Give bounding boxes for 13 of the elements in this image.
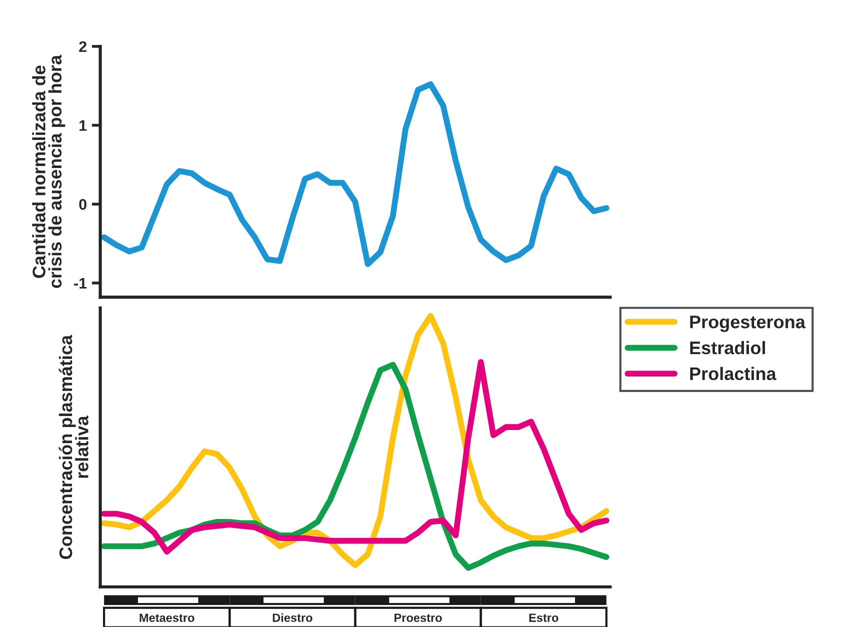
y-tick-label: 1	[80, 120, 87, 131]
y-tick-label: 2	[79, 41, 86, 52]
legend-label: Prolactina	[690, 366, 776, 380]
legend-label: Progesterona	[690, 316, 806, 332]
legend-label: Estradiol	[690, 341, 765, 354]
x-tick-label: Proestro	[394, 614, 442, 622]
x-tick-label: Diestro	[272, 613, 312, 622]
y-axis-title: Cantidad normalizada de crisis de ausencia por hora	[32, 54, 66, 288]
y-tick-label: 0	[79, 199, 86, 210]
x-tick-label: Metaestro	[140, 614, 194, 622]
y-tick-label: -1	[74, 278, 87, 289]
x-tick-label: Estro	[529, 614, 558, 622]
y-axis-title: Concentración plasmática relativa	[58, 334, 88, 559]
